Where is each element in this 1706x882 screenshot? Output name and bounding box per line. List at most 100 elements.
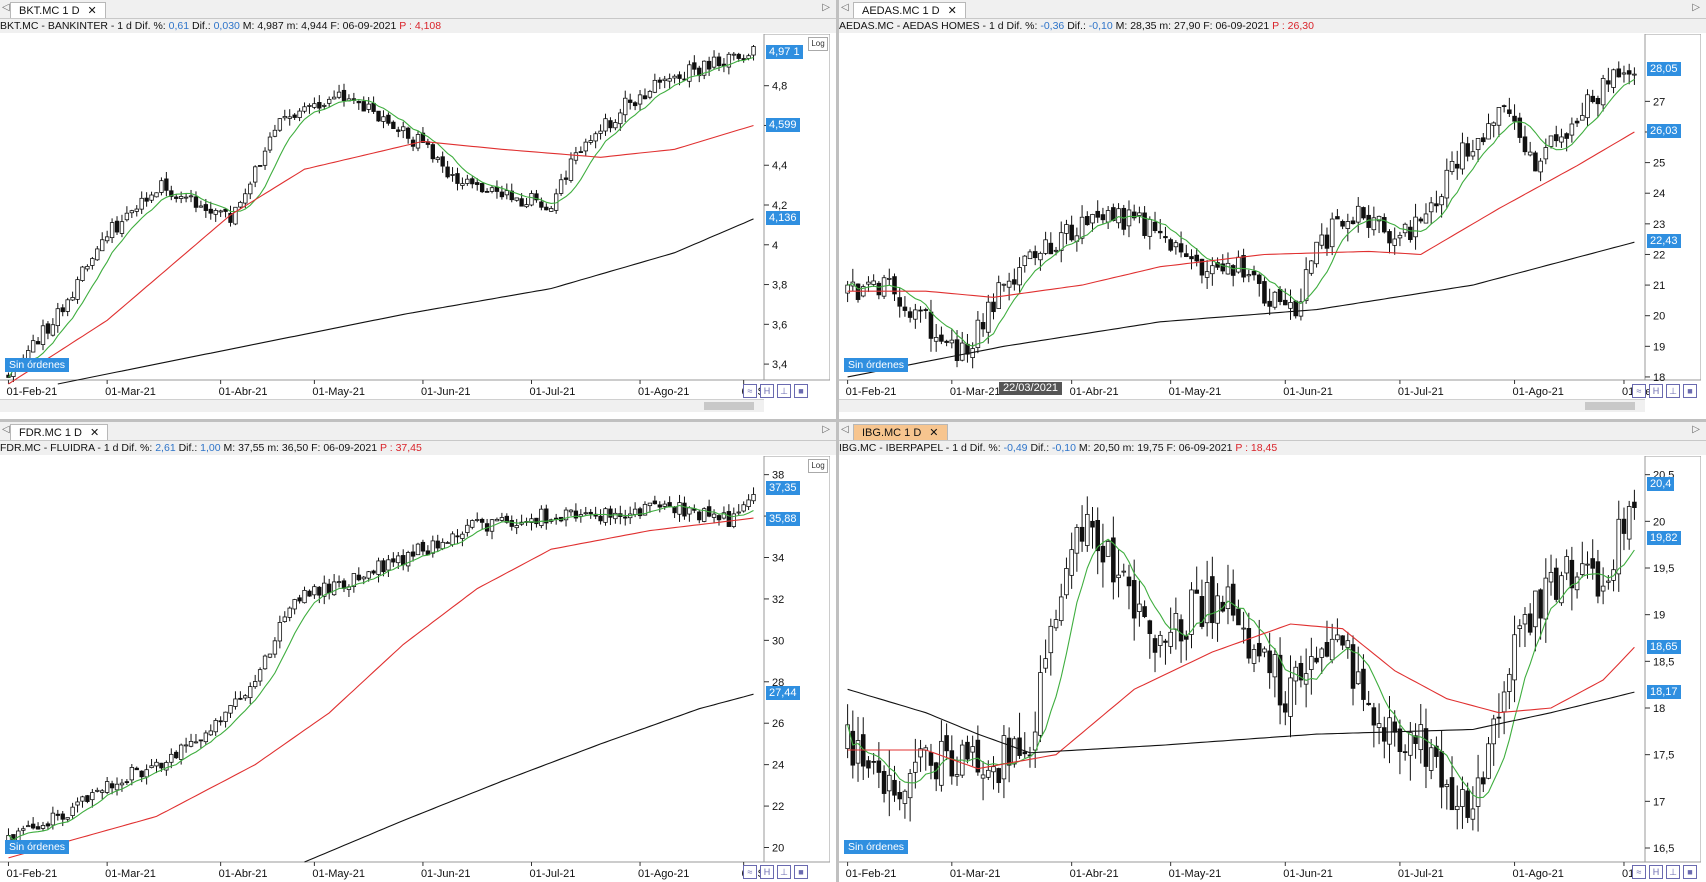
chart-panel-aedas: ◁ AEDAS.MC 1 D ✕ ▷ AEDAS.MC - AEDAS HOMES - …: [839, 0, 1706, 419]
log-scale-toggle[interactable]: Log: [808, 459, 828, 473]
tab-scroll-right-icon[interactable]: ▷: [1692, 2, 1700, 13]
x-tick-label: 01-Ago-21: [1513, 868, 1564, 880]
y-tick-label: 20: [772, 843, 784, 855]
horizontal-scrollbar[interactable]: [0, 399, 764, 412]
price-chart[interactable]: 16,5 17 17,5 18 18,5 19 19,5 20 20,5 01-Feb-21 01-…: [839, 456, 1701, 880]
candle-body: [1309, 260, 1314, 274]
candle-body: [1423, 213, 1429, 224]
y-axis-area[interactable]: [1644, 456, 1701, 863]
h-tool-icon[interactable]: H: [1649, 865, 1663, 879]
date-value: F: 06-09-2021: [311, 442, 378, 454]
close-icon[interactable]: ✕: [929, 427, 939, 439]
candle-body: [21, 828, 26, 831]
crosshair-tool-icon[interactable]: ⊥: [777, 384, 791, 398]
candle-body: [109, 222, 115, 239]
vertical-splitter[interactable]: [836, 0, 839, 882]
tab-aedas[interactable]: AEDAS.MC 1 D ✕: [853, 2, 966, 18]
y-axis-area[interactable]: [1644, 34, 1701, 381]
zoom-tool-icon[interactable]: ≈: [1632, 865, 1646, 879]
log-scale-toggle[interactable]: Log: [808, 37, 828, 51]
tab-scroll-right-icon[interactable]: ▷: [1692, 424, 1700, 435]
color-swatch-icon[interactable]: ■: [794, 865, 808, 879]
candle-body: [213, 720, 218, 733]
tab-fdr[interactable]: FDR.MC 1 D ✕: [10, 424, 109, 440]
candle-body: [1256, 642, 1262, 657]
y-tick-label: 17,5: [1653, 750, 1674, 762]
y-tick-label: 18: [1653, 703, 1665, 715]
candle-body: [169, 753, 174, 763]
orders-status-badge[interactable]: Sin órdenes: [844, 358, 909, 372]
candle-body: [70, 297, 75, 301]
tab-bkt[interactable]: BKT.MC 1 D ✕: [10, 2, 106, 18]
price-chart[interactable]: 2022242628303234363801-Feb-2101-Mar-2101…: [0, 456, 830, 880]
candle-body: [312, 103, 317, 108]
h-tool-icon[interactable]: H: [760, 384, 774, 398]
tab-scroll-left-icon[interactable]: ◁: [841, 424, 849, 435]
candle-body: [405, 127, 411, 139]
horizontal-splitter[interactable]: [0, 419, 1706, 422]
candle-body: [1361, 668, 1366, 700]
h-tool-icon[interactable]: H: [1649, 384, 1663, 398]
candle-body: [1501, 691, 1507, 713]
candle-body: [855, 740, 861, 764]
crosshair-tool-icon[interactable]: ⊥: [1666, 384, 1680, 398]
candle-body: [1553, 134, 1559, 142]
price-chart[interactable]: 1819202122232425262701-Feb-2101-Mar-2101…: [839, 34, 1701, 398]
candle-body: [1470, 808, 1476, 820]
crosshair-tool-icon[interactable]: ⊥: [1666, 865, 1680, 879]
close-icon[interactable]: ✕: [89, 427, 100, 439]
candle-body: [1428, 747, 1434, 771]
candle-body: [1001, 283, 1007, 286]
price-chart[interactable]: 3,43,63,844,24,44,64,801-Feb-2101-Mar-21…: [0, 34, 830, 398]
color-swatch-icon[interactable]: ■: [1683, 384, 1697, 398]
candle-body: [336, 581, 342, 584]
candle-body: [563, 509, 569, 521]
zoom-tool-icon[interactable]: ≈: [1632, 384, 1646, 398]
crosshair-tool-icon[interactable]: ⊥: [777, 865, 791, 879]
color-swatch-icon[interactable]: ■: [1683, 865, 1697, 879]
candle-body: [1465, 143, 1470, 157]
close-icon[interactable]: ✕: [87, 5, 97, 17]
tab-ibg[interactable]: IBG.MC 1 D ✕: [853, 424, 948, 440]
candle-body: [850, 730, 856, 766]
candle-body: [642, 503, 648, 516]
candle-body: [1251, 649, 1257, 664]
horizontal-scrollbar[interactable]: [839, 399, 1645, 412]
tab-scroll-left-icon[interactable]: ◁: [841, 2, 849, 13]
orders-status-badge[interactable]: Sin órdenes: [844, 840, 909, 854]
candle-body: [1512, 634, 1517, 681]
scrollbar-thumb[interactable]: [704, 402, 754, 410]
tab-scroll-right-icon[interactable]: ▷: [822, 424, 830, 435]
candle-body: [327, 98, 332, 104]
tab-scroll-left-icon[interactable]: ◁: [2, 2, 10, 13]
tab-scroll-left-icon[interactable]: ◁: [2, 424, 10, 435]
orders-status-badge[interactable]: Sin órdenes: [5, 840, 70, 854]
zoom-tool-icon[interactable]: ≈: [743, 865, 757, 879]
candle-body: [1204, 271, 1210, 278]
color-swatch-icon[interactable]: ■: [794, 384, 808, 398]
candle-body: [341, 89, 347, 101]
scrollbar-thumb[interactable]: [1585, 402, 1635, 410]
tab-scroll-right-icon[interactable]: ▷: [822, 2, 830, 13]
zoom-tool-icon[interactable]: ≈: [743, 384, 757, 398]
candle-body: [534, 193, 539, 201]
candle-body: [391, 121, 396, 129]
x-tick-label: 01-Mar-21: [950, 868, 1001, 880]
y-axis-area[interactable]: [763, 34, 830, 381]
candle-body: [1199, 258, 1205, 276]
y-tick-label: 4: [772, 240, 778, 252]
period-label: 1 d: [988, 20, 1004, 32]
candle-body: [248, 183, 253, 195]
candle-body: [475, 519, 480, 521]
candle-body: [1585, 563, 1590, 566]
h-tool-icon[interactable]: H: [760, 865, 774, 879]
candle-body: [1496, 107, 1502, 126]
close-icon[interactable]: ✕: [947, 5, 957, 17]
candle-body: [845, 284, 850, 294]
candle-body: [95, 248, 100, 261]
orders-status-badge[interactable]: Sin órdenes: [5, 358, 70, 372]
candle-body: [193, 741, 199, 744]
candle-body: [923, 309, 929, 311]
candle-body: [499, 517, 505, 521]
candle-body: [1272, 654, 1278, 678]
